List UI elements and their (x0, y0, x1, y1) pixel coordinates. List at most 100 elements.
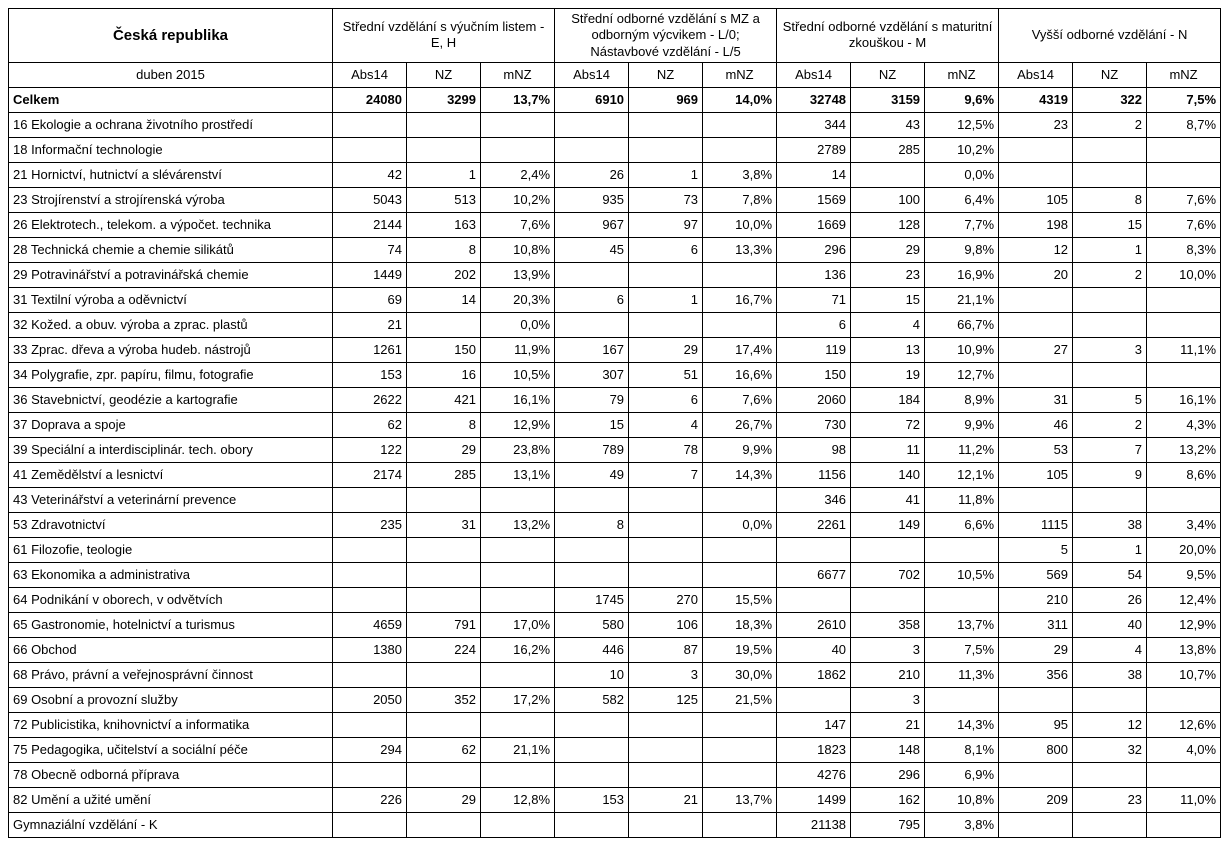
cell: 51 (629, 362, 703, 387)
cell (333, 712, 407, 737)
cell (481, 587, 555, 612)
cell: 5043 (333, 187, 407, 212)
table-row: 31 Textilní výroba a oděvnictví691420,3%… (9, 287, 1221, 312)
cell: 224 (407, 637, 481, 662)
cell: 209 (999, 787, 1073, 812)
row-label: Celkem (9, 87, 333, 112)
cell: 16,7% (703, 287, 777, 312)
cell: 285 (851, 137, 925, 162)
cell: 74 (333, 237, 407, 262)
row-label: 37 Doprava a spoje (9, 412, 333, 437)
cell (333, 537, 407, 562)
cell (999, 762, 1073, 787)
cell (555, 312, 629, 337)
col-abs14-1: Abs14 (333, 62, 407, 87)
cell: 10 (555, 662, 629, 687)
cell (407, 712, 481, 737)
cell: 16 (407, 362, 481, 387)
cell: 10,2% (481, 187, 555, 212)
table-row: 68 Právo, právní a veřejnosprávní činnos… (9, 662, 1221, 687)
cell: 7,5% (925, 637, 999, 662)
col-mnz-4: mNZ (1147, 62, 1221, 87)
cell: 15,5% (703, 587, 777, 612)
cell: 6,4% (925, 187, 999, 212)
cell: 17,4% (703, 337, 777, 362)
cell: 8,9% (925, 387, 999, 412)
cell: 2789 (777, 137, 851, 162)
cell: 296 (851, 762, 925, 787)
cell (1147, 812, 1221, 837)
cell: 19 (851, 362, 925, 387)
cell: 1449 (333, 262, 407, 287)
group-header-4: Vyšší odborné vzdělání - N (999, 9, 1221, 63)
cell (999, 687, 1073, 712)
cell (925, 537, 999, 562)
row-label: 63 Ekonomika a administrativa (9, 562, 333, 587)
cell: 26 (1073, 587, 1147, 612)
cell: 12 (1073, 712, 1147, 737)
cell: 8,1% (925, 737, 999, 762)
cell: 78 (629, 437, 703, 462)
cell: 935 (555, 187, 629, 212)
cell: 446 (555, 637, 629, 662)
cell (629, 562, 703, 587)
cell: 1 (1073, 537, 1147, 562)
cell: 7 (1073, 437, 1147, 462)
cell: 4276 (777, 762, 851, 787)
cell: 226 (333, 787, 407, 812)
cell: 17,0% (481, 612, 555, 637)
cell (1147, 287, 1221, 312)
cell: 210 (851, 662, 925, 687)
cell: 3 (1073, 337, 1147, 362)
table-row: 65 Gastronomie, hotelnictví a turismus46… (9, 612, 1221, 637)
cell (1073, 137, 1147, 162)
cell: 7,5% (1147, 87, 1221, 112)
cell: 356 (999, 662, 1073, 687)
cell (333, 562, 407, 587)
table-row: 18 Informační technologie278928510,2% (9, 137, 1221, 162)
cell (629, 487, 703, 512)
group-header-1: Střední vzdělání s výučním listem - E, H (333, 9, 555, 63)
cell: 5 (999, 537, 1073, 562)
cell (555, 137, 629, 162)
row-label: 32 Kožed. a obuv. výroba a zprac. plastů (9, 312, 333, 337)
cell: 13,1% (481, 462, 555, 487)
cell (555, 812, 629, 837)
table-row: 64 Podnikání v oborech, v odvětvích17452… (9, 587, 1221, 612)
cell: 2610 (777, 612, 851, 637)
cell: 105 (999, 462, 1073, 487)
cell: 9,6% (925, 87, 999, 112)
cell: 4 (1073, 637, 1147, 662)
cell (333, 762, 407, 787)
cell: 0,0% (925, 162, 999, 187)
cell: 3159 (851, 87, 925, 112)
cell: 16,1% (1147, 387, 1221, 412)
cell: 358 (851, 612, 925, 637)
cell (1073, 362, 1147, 387)
cell: 2622 (333, 387, 407, 412)
cell (481, 537, 555, 562)
table-row: 41 Zemědělství a lesnictví217428513,1%49… (9, 462, 1221, 487)
cell: 11,9% (481, 337, 555, 362)
cell: 27 (999, 337, 1073, 362)
cell: 6,6% (925, 512, 999, 537)
cell: 16,9% (925, 262, 999, 287)
cell (1073, 287, 1147, 312)
cell: 1862 (777, 662, 851, 687)
cell (1073, 487, 1147, 512)
cell: 967 (555, 212, 629, 237)
table-row: 72 Publicistika, knihovnictví a informat… (9, 712, 1221, 737)
cell (555, 112, 629, 137)
cell: 23 (851, 262, 925, 287)
cell: 352 (407, 687, 481, 712)
cell: 1 (629, 287, 703, 312)
cell: 10,2% (925, 137, 999, 162)
cell: 7,6% (1147, 187, 1221, 212)
cell (703, 562, 777, 587)
cell: 7,6% (703, 387, 777, 412)
cell: 8 (407, 237, 481, 262)
row-label: 75 Pedagogika, učitelství a sociální péč… (9, 737, 333, 762)
table-row: 16 Ekologie a ochrana životního prostřed… (9, 112, 1221, 137)
cell: 8,6% (1147, 462, 1221, 487)
cell (481, 712, 555, 737)
